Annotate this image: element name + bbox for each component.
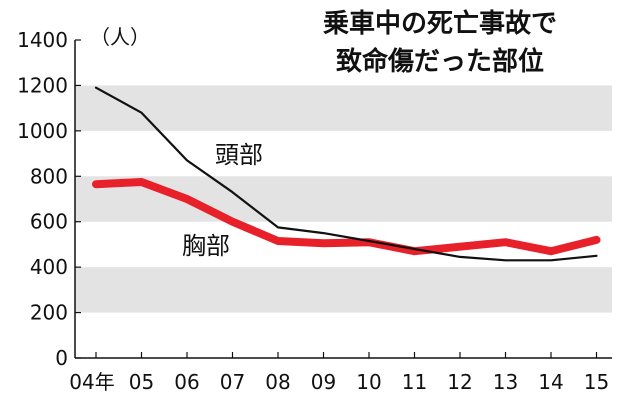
grid-band-0: [75, 267, 612, 313]
x-tick-label: 15: [584, 370, 609, 394]
y-tick-label: 1000: [17, 119, 68, 143]
y-tick-labels: 0 200 400 600 800 1000 1200 1400: [17, 28, 68, 370]
y-tick-label: 1400: [17, 28, 68, 52]
y-axis-unit: （人）: [90, 25, 150, 49]
y-tick-label: 200: [30, 301, 68, 325]
y-tick-label: 400: [30, 255, 68, 279]
x-tick-label: 09: [311, 370, 336, 394]
x-tick-label: 12: [447, 370, 472, 394]
x-tick-label: 06: [174, 370, 199, 394]
chart-title-line-2: 致命傷だった部位: [336, 46, 544, 77]
series-label-head: 頭部: [215, 141, 263, 169]
y-tick-label: 800: [30, 164, 68, 188]
series-line-chest: [92, 178, 601, 256]
axes: [74, 39, 612, 359]
y-tick-label: 600: [30, 210, 68, 234]
x-tick-label: 04年: [69, 370, 114, 394]
grid-band-1: [75, 176, 612, 222]
series-lines: [92, 86, 601, 262]
x-tick-label: 10: [356, 370, 381, 394]
x-tick-label: 11: [402, 370, 427, 394]
x-tick-label: 08: [265, 370, 290, 394]
x-tick-label: 05: [129, 370, 154, 394]
x-tick-label: 13: [493, 370, 518, 394]
chart-title-line-1: 乗車中の死亡事故で: [323, 8, 557, 39]
grid-band-2: [75, 85, 612, 131]
x-tick-label: 07: [220, 370, 245, 394]
x-tick-label: 14: [538, 370, 563, 394]
series-label-chest: 胸部: [182, 232, 230, 260]
y-tick-label: 1200: [17, 73, 68, 97]
grid-bands: [75, 85, 612, 313]
y-tick-label: 0: [55, 346, 68, 370]
x-tick-labels: 04年 05 06 07 08 09 10 11 12 13 14 15: [69, 370, 609, 394]
series-line-head: [94, 86, 598, 262]
